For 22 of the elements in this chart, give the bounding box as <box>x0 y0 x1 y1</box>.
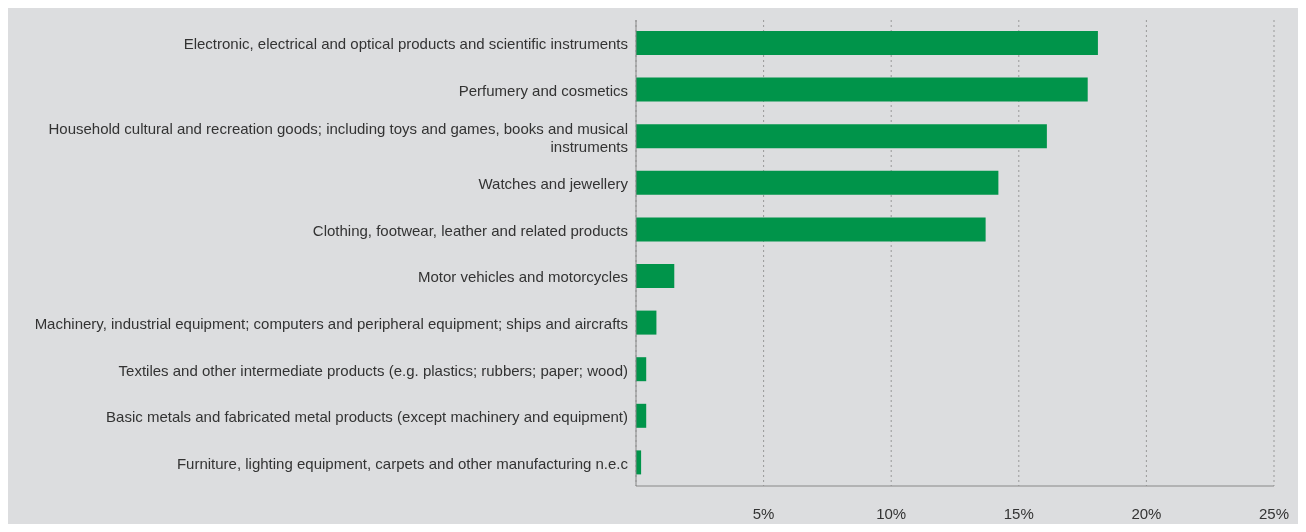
bar <box>636 217 986 242</box>
x-tick-label: 5% <box>752 504 775 522</box>
bar <box>636 310 657 335</box>
y-tick-label: Basic metals and fabricated metal products (except machinery and equipment) <box>106 407 628 425</box>
bar <box>636 124 1047 149</box>
y-tick-label: Clothing, footwear, leather and related products <box>312 221 628 239</box>
y-tick-label: Household cultural and recreation goods; including toys and games, books and musical instruments <box>48 119 628 154</box>
y-tick-label: Watches and jewellery <box>478 174 629 192</box>
bar <box>636 170 999 195</box>
y-tick-label: Furniture, lighting equipment, carpets and other manufacturing n.e.c <box>176 454 629 472</box>
x-tick-label: 20% <box>1131 504 1162 522</box>
y-tick-label: Textiles and other intermediate products (e.g. plastics; rubbers; paper; wood) <box>118 361 628 378</box>
y-tick-label: Electronic, electrical and optical products and scientific instruments <box>183 34 628 52</box>
y-tick-label: Motor vehicles and motorcycles <box>417 267 628 285</box>
bar <box>636 77 1088 102</box>
y-tick-label: Machinery, industrial equipment; computers and peripheral equipment; ships and aircrafts <box>34 314 628 332</box>
x-tick-label: 10% <box>876 504 907 522</box>
bar <box>636 264 675 288</box>
x-tick-label: 15% <box>1003 504 1034 522</box>
y-tick-label: Perfumery and cosmetics <box>458 81 628 99</box>
bar <box>636 31 1098 55</box>
x-tick-label: 25% <box>1258 504 1290 522</box>
